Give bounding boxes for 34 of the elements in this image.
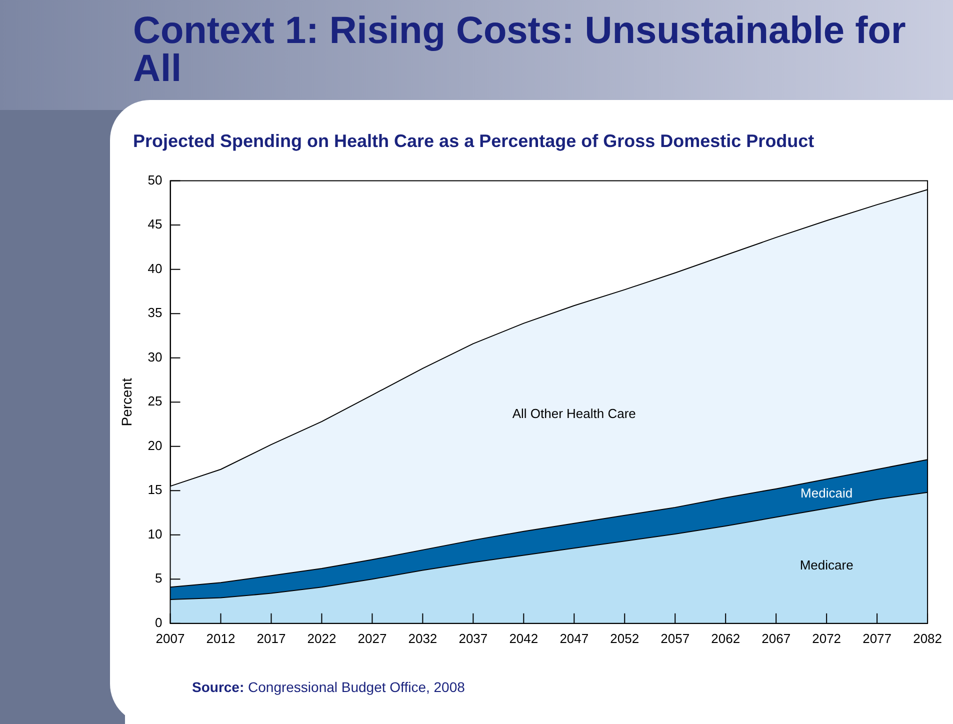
chart-subtitle: Projected Spending on Health Care as a Percentage of Gross Domestic Product bbox=[133, 131, 816, 152]
y-tick-label: 30 bbox=[148, 349, 162, 364]
x-tick-label: 2022 bbox=[307, 630, 336, 646]
y-tick-label: 5 bbox=[155, 570, 162, 586]
source-note: Source: Congressional Budget Office, 2008 bbox=[192, 679, 465, 695]
y-tick-label: 25 bbox=[148, 394, 162, 409]
series-label: Medicaid bbox=[800, 485, 853, 500]
x-tick-label: 2057 bbox=[660, 630, 690, 646]
y-tick-label: 10 bbox=[148, 526, 162, 542]
x-tick-label: 2037 bbox=[458, 630, 488, 646]
x-tick-label: 2082 bbox=[913, 630, 942, 646]
x-tick-label: 2047 bbox=[560, 630, 589, 646]
y-axis-title: Percent bbox=[118, 378, 134, 426]
x-tick-label: 2077 bbox=[862, 630, 892, 646]
x-tick-label: 2062 bbox=[711, 630, 740, 646]
x-tick-label: 2027 bbox=[358, 630, 387, 646]
x-tick-label: 2067 bbox=[762, 630, 791, 646]
series-label: Medicare bbox=[800, 557, 854, 572]
x-tick-label: 2017 bbox=[256, 630, 286, 646]
y-tick-label: 15 bbox=[148, 482, 162, 498]
chart-title: Context 1: Rising Costs: Unsustainable for All bbox=[133, 10, 907, 90]
y-tick-label: 0 bbox=[155, 614, 162, 630]
x-tick-label: 2072 bbox=[812, 630, 842, 646]
x-tick-label: 2042 bbox=[509, 630, 538, 646]
x-tick-label: 2032 bbox=[408, 630, 438, 646]
x-tick-label: 2052 bbox=[610, 630, 640, 646]
y-tick-label: 35 bbox=[148, 305, 162, 320]
y-tick-label: 45 bbox=[148, 216, 162, 232]
y-tick-label: 20 bbox=[148, 438, 162, 453]
series-label: All Other Health Care bbox=[512, 406, 636, 422]
y-tick-label: 50 bbox=[148, 172, 162, 188]
y-tick-label: 40 bbox=[148, 260, 162, 276]
x-tick-label: 2012 bbox=[206, 630, 236, 646]
x-tick-label: 2007 bbox=[156, 630, 185, 646]
